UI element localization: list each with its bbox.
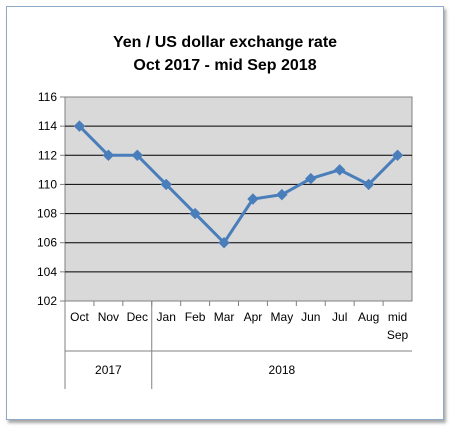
x-tick-label-5: Mar bbox=[214, 310, 235, 324]
chart: Yen / US dollar exchange rate Oct 2017 -… bbox=[37, 34, 413, 389]
data-point-8 bbox=[305, 172, 317, 185]
chart-title-line-1: Yen / US dollar exchange rate bbox=[113, 34, 337, 51]
y-tick-label-4: 110 bbox=[38, 177, 57, 191]
data-point-0 bbox=[73, 120, 86, 132]
group-label-2018: 2018 bbox=[269, 363, 296, 377]
x-tick-label-1: Nov bbox=[98, 310, 119, 324]
data-point-7 bbox=[276, 188, 288, 201]
y-tick-label-1: 104 bbox=[37, 265, 57, 279]
y-tick-label-7: 116 bbox=[38, 90, 57, 104]
chart-title-line-2: Oct 2017 - mid Sep 2018 bbox=[133, 57, 316, 74]
y-tick-label-6: 114 bbox=[38, 119, 57, 133]
data-point-9 bbox=[334, 164, 346, 176]
x-tick-label-0: Oct bbox=[70, 310, 89, 324]
x-tick-label-11-line-1: Sep bbox=[387, 328, 409, 342]
data-point-4 bbox=[189, 207, 201, 220]
x-tick-label-8: Jun bbox=[301, 310, 320, 324]
data-point-2 bbox=[131, 149, 143, 161]
x-tick-label-9: Jul bbox=[332, 310, 347, 324]
y-tick-label-0: 102 bbox=[37, 294, 57, 308]
x-tick-label-7: May bbox=[271, 310, 294, 324]
data-point-11 bbox=[391, 149, 404, 161]
plot-area bbox=[64, 96, 413, 302]
x-tick-label-6: Apr bbox=[244, 310, 263, 324]
data-point-10 bbox=[362, 178, 375, 191]
x-tick-label-10: Aug bbox=[358, 310, 379, 324]
y-tick-label-2: 106 bbox=[37, 236, 57, 250]
x-tick-label-4: Feb bbox=[185, 310, 206, 324]
x-tick-label-2: Dec bbox=[127, 310, 148, 324]
y-tick-label-5: 112 bbox=[38, 148, 57, 162]
group-label-2017: 2017 bbox=[95, 363, 122, 377]
data-point-1 bbox=[102, 149, 115, 161]
y-tick-label-3: 108 bbox=[37, 207, 57, 221]
x-tick-label-3: Jan bbox=[157, 310, 176, 324]
chart-frame: Yen / US dollar exchange rate Oct 2017 -… bbox=[6, 6, 444, 420]
x-tick-label-11-line-0: mid bbox=[388, 310, 407, 324]
data-point-6 bbox=[247, 193, 259, 205]
data-point-3 bbox=[160, 178, 172, 191]
data-point-5 bbox=[218, 237, 230, 249]
